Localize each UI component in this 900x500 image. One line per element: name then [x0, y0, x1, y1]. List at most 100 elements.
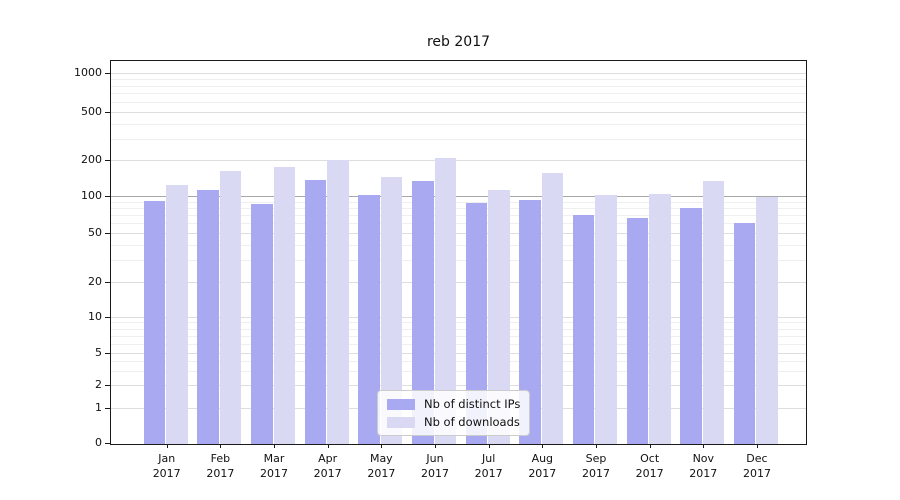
gridline-200: [111, 160, 806, 161]
gridline-90: [111, 201, 806, 203]
x-tick-label-apr: Apr 2017: [313, 452, 342, 480]
x-tick-label-feb: Feb 2017: [206, 452, 235, 480]
y-tick-label-2: 2: [95, 378, 102, 391]
bar-nb-of-downloads-dec: [756, 197, 778, 444]
y-tick-label-500: 500: [81, 105, 102, 118]
y-tick-mark: [105, 408, 110, 409]
y-tick-mark: [105, 112, 110, 113]
bar-nb-of-distinct-ips-jul: [465, 203, 488, 444]
x-tick-label-oct: Oct 2017: [635, 452, 664, 480]
bar-nb-of-distinct-ips-sep: [572, 214, 595, 444]
x-tick-label-aug: Aug 2017: [528, 452, 557, 480]
bar-nb-of-downloads-feb: [219, 171, 242, 444]
gridline-400: [111, 123, 806, 125]
y-tick-label-1000: 1000: [74, 66, 102, 79]
bar-nb-of-downloads-mar: [273, 167, 296, 444]
x-tick-mark: [542, 444, 544, 448]
x-tick-label-jul: Jul 2017: [474, 452, 503, 480]
legend-swatch-downloads: [387, 416, 415, 428]
bar-nb-of-downloads-jan: [166, 185, 188, 444]
gridline-70: [111, 215, 806, 217]
y-tick-mark: [105, 160, 110, 161]
x-tick-mark: [595, 444, 597, 448]
legend: Nb of distinct IPs Nb of downloads: [377, 390, 531, 436]
legend-label-distinct-ips: Nb of distinct IPs: [424, 397, 521, 411]
x-tick-mark: [220, 444, 222, 448]
y-tick-mark: [105, 385, 110, 386]
x-tick-label-jan: Jan 2017: [152, 452, 181, 480]
gridline-8: [111, 328, 806, 330]
x-tick-label-may: May 2017: [367, 452, 396, 480]
y-tick-mark: [105, 282, 110, 283]
bar-nb-of-distinct-ips-dec: [733, 222, 756, 444]
gridline-1000: [111, 73, 806, 74]
bar-nb-of-downloads-aug: [541, 172, 564, 444]
bar-nb-of-distinct-ips-may: [358, 194, 380, 444]
y-tick-mark: [105, 317, 110, 318]
x-tick-label-nov: Nov 2017: [689, 452, 718, 480]
x-tick-mark: [703, 444, 705, 448]
bar-nb-of-downloads-may: [380, 177, 403, 444]
gridline-100: [111, 196, 806, 197]
x-tick-mark: [435, 444, 436, 448]
bar-nb-of-downloads-sep: [595, 194, 617, 444]
bar-nb-of-distinct-ips-jun: [412, 181, 434, 444]
x-tick-mark: [488, 444, 490, 448]
bar-nb-of-downloads-oct: [649, 194, 671, 444]
legend-item-downloads: Nb of downloads: [387, 415, 520, 429]
legend-swatch-distinct-ips: [387, 398, 415, 410]
y-tick-mark: [105, 73, 110, 74]
gridline-30: [111, 260, 806, 262]
gridline-7: [111, 335, 806, 337]
gridline-20: [111, 282, 806, 283]
x-tick-label-dec: Dec 2017: [742, 452, 771, 480]
y-tick-label-1: 1: [95, 401, 102, 414]
gridline-600: [111, 101, 806, 103]
x-tick-mark: [327, 444, 329, 448]
y-tick-label-5: 5: [95, 346, 102, 359]
gridline-500: [111, 112, 806, 113]
x-tick-mark: [756, 444, 758, 448]
y-tick-label-50: 50: [88, 226, 102, 239]
chart-title: reb 2017: [426, 34, 491, 50]
y-tick-mark: [105, 233, 110, 234]
x-tick-mark: [166, 444, 168, 448]
gridline-300: [111, 138, 806, 140]
y-tick-mark: [105, 443, 110, 444]
y-tick-label-200: 200: [81, 153, 102, 166]
gridline-4: [111, 360, 806, 362]
bar-nb-of-distinct-ips-mar: [251, 203, 273, 444]
bar-nb-of-downloads-jun: [434, 158, 456, 444]
gridline-3: [111, 370, 806, 372]
bar-nb-of-distinct-ips-jan: [143, 200, 166, 444]
y-tick-mark: [105, 353, 110, 354]
gridline-10: [111, 317, 806, 318]
x-tick-label-jun: Jun 2017: [421, 452, 449, 480]
bar-nb-of-distinct-ips-nov: [680, 207, 702, 444]
y-tick-label-0: 0: [95, 436, 102, 449]
gridline-6: [111, 343, 806, 345]
x-tick-mark: [274, 444, 276, 448]
gridline-700: [111, 93, 806, 95]
gridline-9: [111, 322, 806, 324]
plot-area: Nb of distinct IPs Nb of downloads: [110, 60, 807, 445]
gridline-900: [111, 78, 806, 80]
gridline-5: [111, 353, 806, 354]
x-tick-mark: [649, 444, 651, 448]
y-tick-label-100: 100: [81, 189, 102, 202]
x-tick-mark: [381, 444, 383, 448]
bar-nb-of-downloads-nov: [702, 181, 725, 444]
bar-nb-of-distinct-ips-apr: [304, 179, 327, 444]
bar-nb-of-downloads-apr: [327, 159, 349, 444]
gridline-50: [111, 233, 806, 234]
y-tick-mark: [105, 196, 110, 197]
y-tick-label-20: 20: [88, 275, 102, 288]
x-tick-label-sep: Sep 2017: [581, 452, 610, 480]
y-tick-label-10: 10: [88, 310, 102, 323]
bar-nb-of-downloads-jul: [488, 189, 510, 444]
bar-nb-of-distinct-ips-oct: [626, 218, 649, 444]
gridline-40: [111, 244, 806, 246]
gridline-60: [111, 223, 806, 225]
gridline-80: [111, 207, 806, 209]
